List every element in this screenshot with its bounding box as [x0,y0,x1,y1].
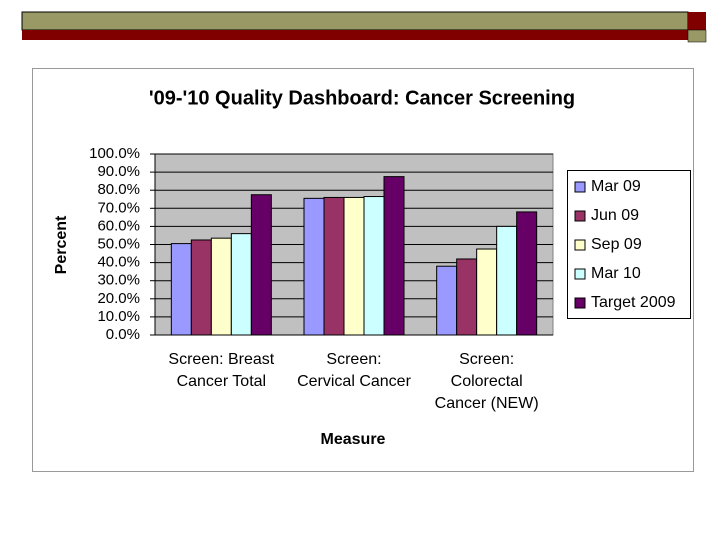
legend-label: Sep 09 [591,236,642,253]
bar [230,233,252,336]
legend-label: Mar 09 [591,178,641,195]
y-tick-label: 100.0% [89,145,140,162]
legend-label: Target 2009 [591,294,676,311]
bar [456,258,478,336]
chart-title: '09-'10 Quality Dashboard: Cancer Screen… [149,87,575,109]
legend-swatch [574,297,586,309]
header-square [688,12,706,30]
bar [170,243,192,336]
y-tick-label: 30.0% [97,272,140,289]
legend-swatch [574,239,586,251]
y-tick-label: 90.0% [97,163,140,180]
bar [436,265,458,336]
legend-label: Jun 09 [591,207,639,224]
bar [383,176,405,336]
header-bar [21,11,689,31]
y-tick-label: 20.0% [97,290,140,307]
x-tick-label: Screen: Cervical Cancer [297,351,411,390]
y-tick-label: 40.0% [97,254,140,271]
legend-swatch [574,181,586,193]
bar [343,196,365,336]
header-stripe [22,30,688,40]
legend-swatch [574,268,586,280]
header-square [687,29,707,43]
bar [323,196,345,336]
y-tick-label: 10.0% [97,308,140,325]
y-tick-label: 60.0% [97,217,140,234]
legend-label: Mar 10 [591,265,641,282]
x-tick-label: Screen: Colorectal Cancer (NEW) [434,351,539,412]
y-tick-label: 50.0% [97,235,140,252]
legend-swatch [574,210,586,222]
bar [250,194,272,336]
legend [567,170,691,319]
y-axis-label: Percent [53,215,70,274]
bar [476,248,498,336]
y-tick-label: 70.0% [97,199,140,216]
bar [363,196,385,336]
bar [303,197,325,336]
x-axis-label: Measure [321,431,386,448]
bar [190,239,212,336]
x-tick-label: Screen: Breast Cancer Total [168,351,275,390]
bar [516,211,538,336]
bar [496,225,518,336]
y-tick-label: 0.0% [106,326,140,343]
bar [210,237,232,336]
y-tick-label: 80.0% [97,181,140,198]
